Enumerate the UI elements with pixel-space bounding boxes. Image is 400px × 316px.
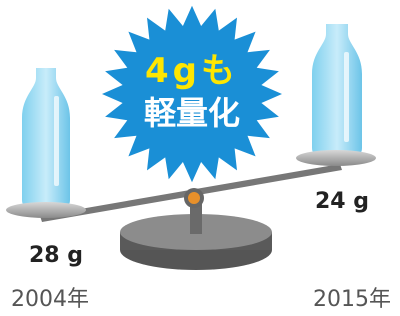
bottle-2015 (312, 24, 362, 156)
plate-left (6, 202, 86, 218)
bottle-2004 (22, 68, 70, 208)
illustration: 4gも 軽量化 28 g 24 g 2004年 2015年 (0, 0, 400, 316)
weight-2004: 28 g (29, 243, 83, 268)
year-2004: 2004年 (11, 287, 89, 312)
badge-line-1: 4gも (145, 51, 239, 91)
bottle-highlight (54, 96, 59, 186)
year-2015: 2015年 (313, 287, 391, 312)
weight-2015: 24 g (315, 189, 369, 214)
plate-right (296, 150, 376, 166)
badge-line-2: 軽量化 (144, 94, 240, 132)
bottle-highlight (344, 52, 349, 142)
pivot-center (188, 192, 200, 204)
